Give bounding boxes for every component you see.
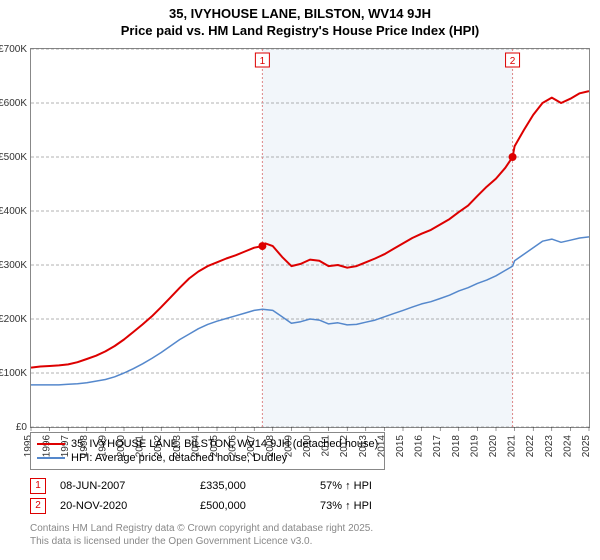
copyright-line-1: Contains HM Land Registry data © Crown c… [30,522,590,535]
marker-row: 2 20-NOV-2020£500,00073% ↑ HPI [30,496,590,516]
legend-swatch [37,457,65,459]
marker-row: 1 08-JUN-2007£335,00057% ↑ HPI [30,476,590,496]
chart-svg: £0£100K£200K£300K£400K£500K£600K£700K199… [31,49,589,427]
svg-text:£100K: £100K [0,368,27,379]
legend-row: HPI: Average price, detached house, Dudl… [37,451,378,465]
svg-text:1: 1 [260,56,266,67]
title-line-1: 35, IVYHOUSE LANE, BILSTON, WV14 9JH [0,6,600,23]
legend-and-footer: 35, IVYHOUSE LANE, BILSTON, WV14 9JH (de… [30,432,590,548]
svg-text:£700K: £700K [0,44,27,55]
chart-plot-area: £0£100K£200K£300K£400K£500K£600K£700K199… [30,48,590,428]
marker-hpi: 73% ↑ HPI [320,500,372,512]
svg-text:2: 2 [510,56,516,67]
svg-text:£300K: £300K [0,260,27,271]
copyright-block: Contains HM Land Registry data © Crown c… [30,522,590,548]
svg-text:£200K: £200K [0,314,27,325]
marker-table: 1 08-JUN-2007£335,00057% ↑ HPI 2 20-NOV-202… [30,476,590,516]
legend-swatch [37,443,65,445]
legend-label: 35, IVYHOUSE LANE, BILSTON, WV14 9JH (de… [71,438,378,450]
svg-text:£400K: £400K [0,206,27,217]
marker-price: £500,000 [200,500,320,512]
svg-text:£0: £0 [16,422,28,433]
svg-text:£500K: £500K [0,152,27,163]
copyright-line-2: This data is licensed under the Open Gov… [30,535,590,548]
legend-label: HPI: Average price, detached house, Dudl… [71,452,287,464]
marker-price: £335,000 [200,480,320,492]
title-line-2: Price paid vs. HM Land Registry's House … [0,23,600,40]
legend-box: 35, IVYHOUSE LANE, BILSTON, WV14 9JH (de… [30,432,385,470]
marker-id-box: 2 [30,498,46,514]
chart-title-block: 35, IVYHOUSE LANE, BILSTON, WV14 9JH Pri… [0,0,600,40]
marker-hpi: 57% ↑ HPI [320,480,372,492]
marker-id-box: 1 [30,478,46,494]
marker-date: 20-NOV-2020 [60,500,200,512]
svg-text:£600K: £600K [0,98,27,109]
marker-date: 08-JUN-2007 [60,480,200,492]
legend-row: 35, IVYHOUSE LANE, BILSTON, WV14 9JH (de… [37,437,378,451]
